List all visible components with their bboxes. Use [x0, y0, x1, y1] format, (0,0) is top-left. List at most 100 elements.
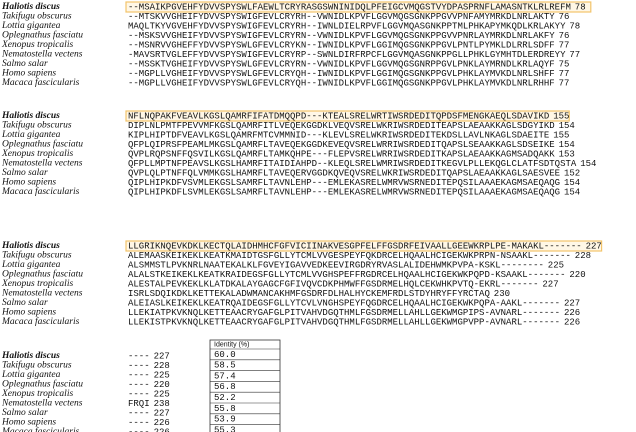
- species-name: Nematostella vectens: [1, 50, 83, 60]
- species-name: Macaca fascicularis: [1, 316, 80, 327]
- species-name: Oplegnathus fasciatu: [2, 30, 83, 41]
- sequence: QIPLHIPKDFVSVMLEKGSLSAMRFLTAVNLEHP---EML…: [128, 178, 560, 188]
- sequence: ----: [128, 380, 150, 390]
- sequence: QIPLHIPKDFLSVMLEKGSLSAMRFLTAVNLEHP---EML…: [128, 187, 560, 197]
- residue-count: 226: [564, 308, 580, 318]
- residue-count: 225: [548, 260, 564, 270]
- sequence: ----: [128, 389, 150, 399]
- sequence: ----: [128, 370, 150, 380]
- identity-value: 57.4: [214, 371, 236, 381]
- sequence: --MSKSVVGHEIFYDVVSPYSWIGFEVLCRYRN--VWNID…: [128, 31, 555, 41]
- sequence: ALALSTKEIKEKLKEATKRAIDEGSFGLLYTCMLVVGHSP…: [128, 270, 565, 280]
- species-name: Oplegnathus fasciatu: [2, 379, 83, 390]
- species-name: Salmo salar: [2, 59, 48, 69]
- species-name: Xenopus tropicalis: [1, 40, 73, 50]
- residue-count: 153: [559, 149, 575, 159]
- residue-count: 230: [494, 289, 510, 299]
- sequence: ISRLSDQIKDKLKETTEKALADWMANCAKHMFGSDRFDLH…: [128, 289, 490, 299]
- species-name: Macaca fascicularis: [1, 186, 80, 197]
- identity-value: 60.0: [214, 350, 236, 360]
- sequence: ALEMAASKEIKEKLKEATKMAIDTGSFGLLYTCMLVVGES…: [128, 251, 571, 261]
- species-name: Haliotis discus: [1, 351, 60, 361]
- residue-count: 227: [154, 351, 170, 361]
- sequence: ----: [128, 427, 150, 432]
- species-name: Xenopus tropicalis: [1, 149, 73, 159]
- sequence: QFPLQIPRSFPEAMLMKGSLQAMRFLTAVEQEKGGDKEVE…: [128, 140, 555, 150]
- residue-count: 77: [559, 69, 570, 79]
- species-name: Nematostella vectens: [1, 399, 83, 409]
- sequence: LLEKISTPKVKNQLKETTEAACRYGAFGLPITVAHVDGQT…: [128, 317, 560, 327]
- species-name: Lottia gigantea: [1, 370, 61, 380]
- residue-count: 76: [559, 31, 570, 41]
- residue-count: 154: [580, 159, 596, 169]
- species-name: Haliotis discus: [1, 2, 60, 12]
- sequence: KIPLHIPTDFVEAVLKGSLQAMRFMTCVMMNID---KLEV…: [128, 130, 549, 140]
- residue-count: 152: [564, 168, 580, 178]
- residue-count: 154: [564, 187, 580, 197]
- sequence: LLGRIKNQEVKDKLKECTQLAIDHMHCFGFVICIINAKVE…: [128, 241, 582, 251]
- reference-highlight: [125, 240, 603, 252]
- residue-count: 78: [569, 21, 580, 31]
- sequence: DIPLNLPMTFPEVVMFKGSLQAMRFITLVEQEKGGDKLVE…: [128, 121, 555, 131]
- residue-count: 228: [154, 361, 170, 371]
- sequence: -MAVSRTVGLEFFYDVVSPYSWIGFEVLCRYRP--SWNLD…: [128, 50, 566, 60]
- species-name: Nematostella vectens: [1, 289, 83, 299]
- residue-count: 77: [569, 50, 580, 60]
- residue-count: 226: [564, 317, 580, 327]
- residue-count: 220: [569, 270, 585, 280]
- species-name: Salmo salar: [2, 298, 48, 308]
- sequence: --MGPLLVGHEIFYDVVSPYSWLGFEVLCRYQH--IWNID…: [128, 69, 555, 79]
- sequence: ----: [128, 418, 150, 428]
- species-name: Nematostella vectens: [1, 159, 83, 169]
- residue-count: 227: [542, 279, 558, 289]
- species-name: Takifugu obscurus: [2, 360, 72, 371]
- residue-count: 75: [559, 59, 570, 69]
- reference-highlight: [125, 1, 592, 13]
- residue-count: 226: [154, 418, 170, 428]
- species-name: Lottia gigantea: [1, 260, 61, 270]
- identity-value: 52.2: [214, 393, 236, 403]
- residue-count: 225: [154, 370, 170, 380]
- residue-count: 78: [575, 2, 586, 12]
- species-name: Homo sapiens: [1, 418, 56, 428]
- species-name: Lottia gigantea: [1, 21, 61, 31]
- reference-highlight: [125, 110, 570, 122]
- identity-table: [209, 339, 281, 432]
- residue-count: 227: [154, 408, 170, 418]
- species-name: Macaca fascicularis: [1, 77, 80, 88]
- sequence: --MSSKTVGHEIFYDVVSPYSWLGFEVLCRYRN--VWNID…: [128, 59, 555, 69]
- species-name: Takifugu obscurus: [2, 120, 72, 131]
- identity-value: 58.5: [214, 361, 236, 371]
- sequence: ALESTALPEVKEKLKLATDKALAYGAGCFGFIVQVCDKPH…: [128, 279, 538, 289]
- species-name: Haliotis discus: [1, 111, 60, 121]
- sequence: ALEIASLKEIKEKLKEATRQAIDEGSFGLLYTCVLVNGHS…: [128, 298, 560, 308]
- sequence: --MGPLLVGHEIFYDVVSPYSWLGFEVLCRYQH--IWNID…: [128, 78, 555, 88]
- identity-value: 56.8: [214, 382, 236, 392]
- species-name: Homo sapiens: [1, 69, 56, 79]
- species-name: Homo sapiens: [1, 178, 56, 188]
- species-name: Salmo salar: [2, 168, 48, 178]
- species-name: Takifugu obscurus: [2, 250, 72, 261]
- sequence: QVPLQLPTNFFQLVMMKGSLHAMRFLTAVEQERVGGDKQV…: [128, 168, 560, 178]
- species-name: Lottia gigantea: [1, 130, 61, 140]
- residue-count: 228: [575, 251, 591, 261]
- sequence: FRQI: [128, 399, 150, 409]
- species-name: Oplegnathus fasciatu: [2, 269, 83, 280]
- residue-count: 155: [553, 130, 569, 140]
- residue-count: 155: [553, 111, 569, 121]
- sequence: NFLNQPAKFVEAVLKGSLQAMRFIFATDMQQPD---KTEA…: [128, 111, 549, 121]
- species-name: Salmo salar: [2, 408, 48, 418]
- residue-count: 77: [559, 78, 570, 88]
- identity-value: 53.9: [214, 415, 236, 425]
- species-name: Xenopus tropicalis: [1, 389, 73, 399]
- sequence: --MTSKVVGHEIFYDVVSPYSWIGFEVLCRYRH--VWNID…: [128, 12, 555, 22]
- sequence: ----: [128, 408, 150, 418]
- sequence: --MSNRVVGHEFFYDVVSPYSWLGFEVLCRYKN--IWNID…: [128, 40, 555, 50]
- residue-count: 238: [154, 399, 170, 409]
- sequence: --MSAIKPGVEHFYDVVSPYSWLFAEWLTCRYRASGSWNI…: [128, 2, 571, 12]
- sequence: MAQLTKYVGVEHFYDVVSPYSWIGFEVLCRYRH--IWNLD…: [128, 21, 566, 31]
- residue-count: 154: [559, 140, 575, 150]
- residue-count: 154: [559, 121, 575, 131]
- sequence: ----: [128, 361, 150, 371]
